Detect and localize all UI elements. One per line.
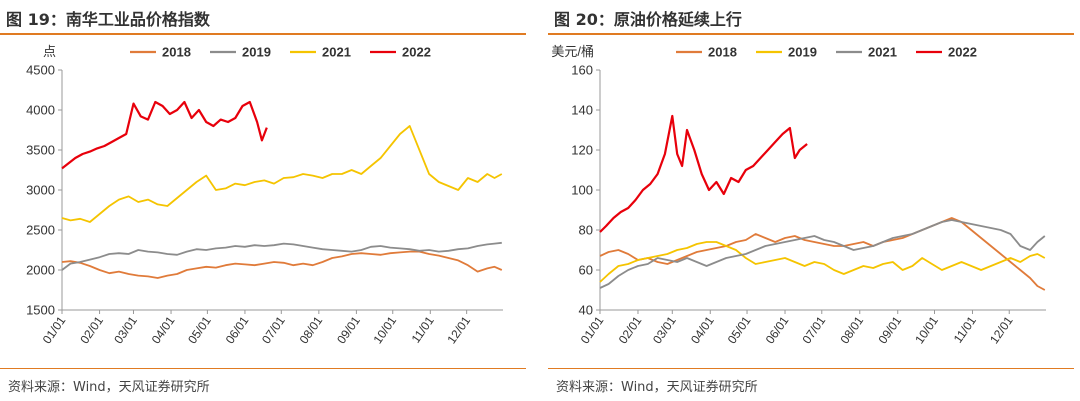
legend-label: 2018 <box>162 45 191 60</box>
y-tick-label: 140 <box>571 103 593 118</box>
y-tick-label: 120 <box>571 143 593 158</box>
panel-crude-oil: 图 20：原油价格延续上行 美元/桶 40 60 80 100 120 140 160 01/0… <box>548 0 1080 401</box>
y-tick-label: 4000 <box>26 103 55 118</box>
x-tick-label: 04/01 <box>149 313 178 346</box>
x-tick-label: 03/01 <box>650 313 679 346</box>
figure-title: 图 20：原油价格延续上行 <box>554 10 742 29</box>
series-line-2022 <box>61 100 268 170</box>
series-line-2021 <box>599 219 1046 289</box>
y-tick-label: 40 <box>579 303 593 318</box>
y-axis-unit: 点 <box>43 44 56 59</box>
series-line-2022 <box>599 114 808 233</box>
x-tick-label: 06/01 <box>223 313 252 346</box>
y-tick-label: 2500 <box>26 223 55 238</box>
x-tick-label: 07/01 <box>800 313 829 346</box>
title-rule <box>548 33 1074 35</box>
figure-title: 图 19：南华工业品价格指数 <box>6 10 210 29</box>
y-tick-label: 4500 <box>26 63 55 78</box>
x-tick-label: 11/01 <box>409 313 437 345</box>
source-rule <box>0 368 526 369</box>
x-tick-label: 09/01 <box>876 313 905 346</box>
x-tick-label: 11/01 <box>951 313 979 345</box>
series-line-2019 <box>61 241 502 271</box>
y-tick-label: 3000 <box>26 183 55 198</box>
y-tick-label: 2000 <box>26 263 55 278</box>
x-tick-label: 10/01 <box>912 313 941 346</box>
x-tick-label: 08/01 <box>838 313 867 346</box>
x-tick-label: 12/01 <box>444 313 473 346</box>
y-tick-label: 3500 <box>26 143 55 158</box>
x-tick-label: 07/01 <box>259 313 288 346</box>
y-tick-label: 100 <box>571 183 593 198</box>
legend-label: 2022 <box>948 45 977 60</box>
legend-label: 2022 <box>402 45 431 60</box>
x-tick-label: 10/01 <box>371 313 400 346</box>
x-tick-label: 02/01 <box>77 313 106 346</box>
legend-label: 2021 <box>868 45 897 60</box>
series-line-2019 <box>599 241 1046 283</box>
x-tick-label: 05/01 <box>725 313 754 346</box>
x-tick-label: 09/01 <box>334 313 363 346</box>
x-tick-label: 01/01 <box>40 313 69 346</box>
series-line-2021 <box>61 125 503 223</box>
series-line-2018 <box>61 250 503 279</box>
x-tick-label: 04/01 <box>688 313 717 346</box>
x-tick-label: 12/01 <box>987 313 1016 346</box>
legend-label: 2018 <box>708 45 737 60</box>
legend-label: 2021 <box>322 45 351 60</box>
legend-label: 2019 <box>788 45 817 60</box>
x-tick-label: 05/01 <box>185 313 214 346</box>
crude-oil-chart: 美元/桶 40 60 80 100 120 140 160 01/01 02/01 03/01 04/… <box>551 44 1046 346</box>
y-tick-label: 1500 <box>26 303 55 318</box>
y-tick-label: 60 <box>579 263 593 278</box>
x-tick-label: 03/01 <box>111 313 140 346</box>
x-tick-label: 06/01 <box>763 313 792 346</box>
source-note: 资料来源：Wind，天风证券研究所 <box>8 380 210 395</box>
y-axis-unit: 美元/桶 <box>551 44 594 59</box>
x-tick-label: 01/01 <box>578 313 607 346</box>
x-tick-label: 08/01 <box>297 313 326 346</box>
x-tick-label: 02/01 <box>616 313 645 346</box>
title-rule <box>0 33 526 35</box>
y-tick-label: 160 <box>571 63 593 78</box>
panel-nanhua-index: 图 19：南华工业品价格指数 点 1500 2000 2500 3000 3500 4000… <box>0 0 532 401</box>
source-note: 资料来源：Wind，天风证券研究所 <box>556 380 758 395</box>
y-tick-label: 80 <box>579 223 593 238</box>
legend-label: 2019 <box>242 45 271 60</box>
source-rule <box>548 368 1074 369</box>
